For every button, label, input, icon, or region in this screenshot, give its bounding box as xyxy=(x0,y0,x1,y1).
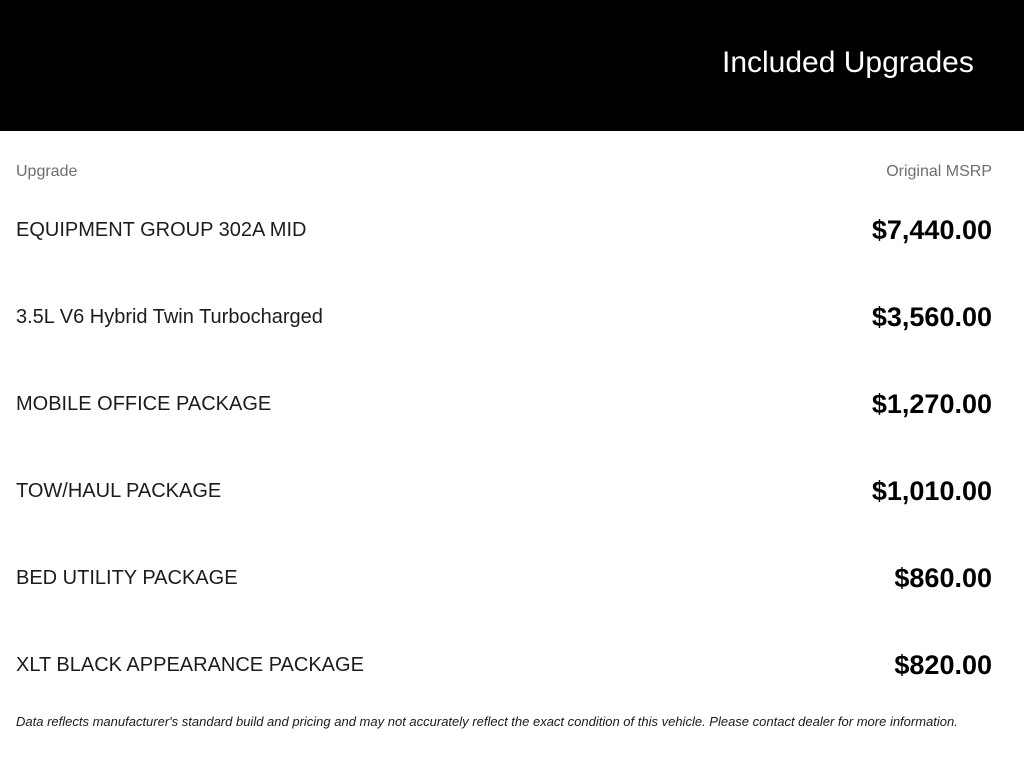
page-title: Included Upgrades xyxy=(722,46,974,79)
table-row: XLT BLACK APPEARANCE PACKAGE $820.00 xyxy=(16,622,992,709)
table-row: EQUIPMENT GROUP 302A MID $7,440.00 xyxy=(16,187,992,274)
upgrade-price: $820.00 xyxy=(894,650,992,680)
table-row: MOBILE OFFICE PACKAGE $1,270.00 xyxy=(16,361,992,448)
upgrade-price: $3,560.00 xyxy=(871,302,992,332)
disclaimer-text: Data reflects manufacturer's standard bu… xyxy=(16,714,958,729)
column-header-original-msrp: Original MSRP xyxy=(886,163,992,180)
upgrade-label: TOW/HAUL PACKAGE xyxy=(16,480,222,502)
upgrades-rows: EQUIPMENT GROUP 302A MID $7,440.00 3.5L … xyxy=(16,187,992,709)
table-column-headers: Upgrade Original MSRP xyxy=(16,131,992,181)
upgrade-label: BED UTILITY PACKAGE xyxy=(16,567,238,589)
table-row: BED UTILITY PACKAGE $860.00 xyxy=(16,535,992,622)
table-row: 3.5L V6 Hybrid Twin Turbocharged $3,560.… xyxy=(16,274,992,361)
upgrade-label: MOBILE OFFICE PACKAGE xyxy=(16,393,272,415)
upgrade-price: $860.00 xyxy=(894,563,992,593)
upgrade-label: XLT BLACK APPEARANCE PACKAGE xyxy=(16,654,364,676)
upgrade-price: $1,270.00 xyxy=(871,389,992,419)
upgrade-label: 3.5L V6 Hybrid Twin Turbocharged xyxy=(16,306,323,328)
table-row: TOW/HAUL PACKAGE $1,010.00 xyxy=(16,448,992,535)
upgrade-price: $7,440.00 xyxy=(871,215,992,245)
upgrade-label: EQUIPMENT GROUP 302A MID xyxy=(16,219,307,241)
column-header-upgrade: Upgrade xyxy=(16,163,78,180)
upgrades-table: Upgrade Original MSRP EQUIPMENT GROUP 30… xyxy=(16,131,992,729)
upgrade-price: $1,010.00 xyxy=(871,476,992,506)
top-banner: Included Upgrades xyxy=(0,0,1024,131)
